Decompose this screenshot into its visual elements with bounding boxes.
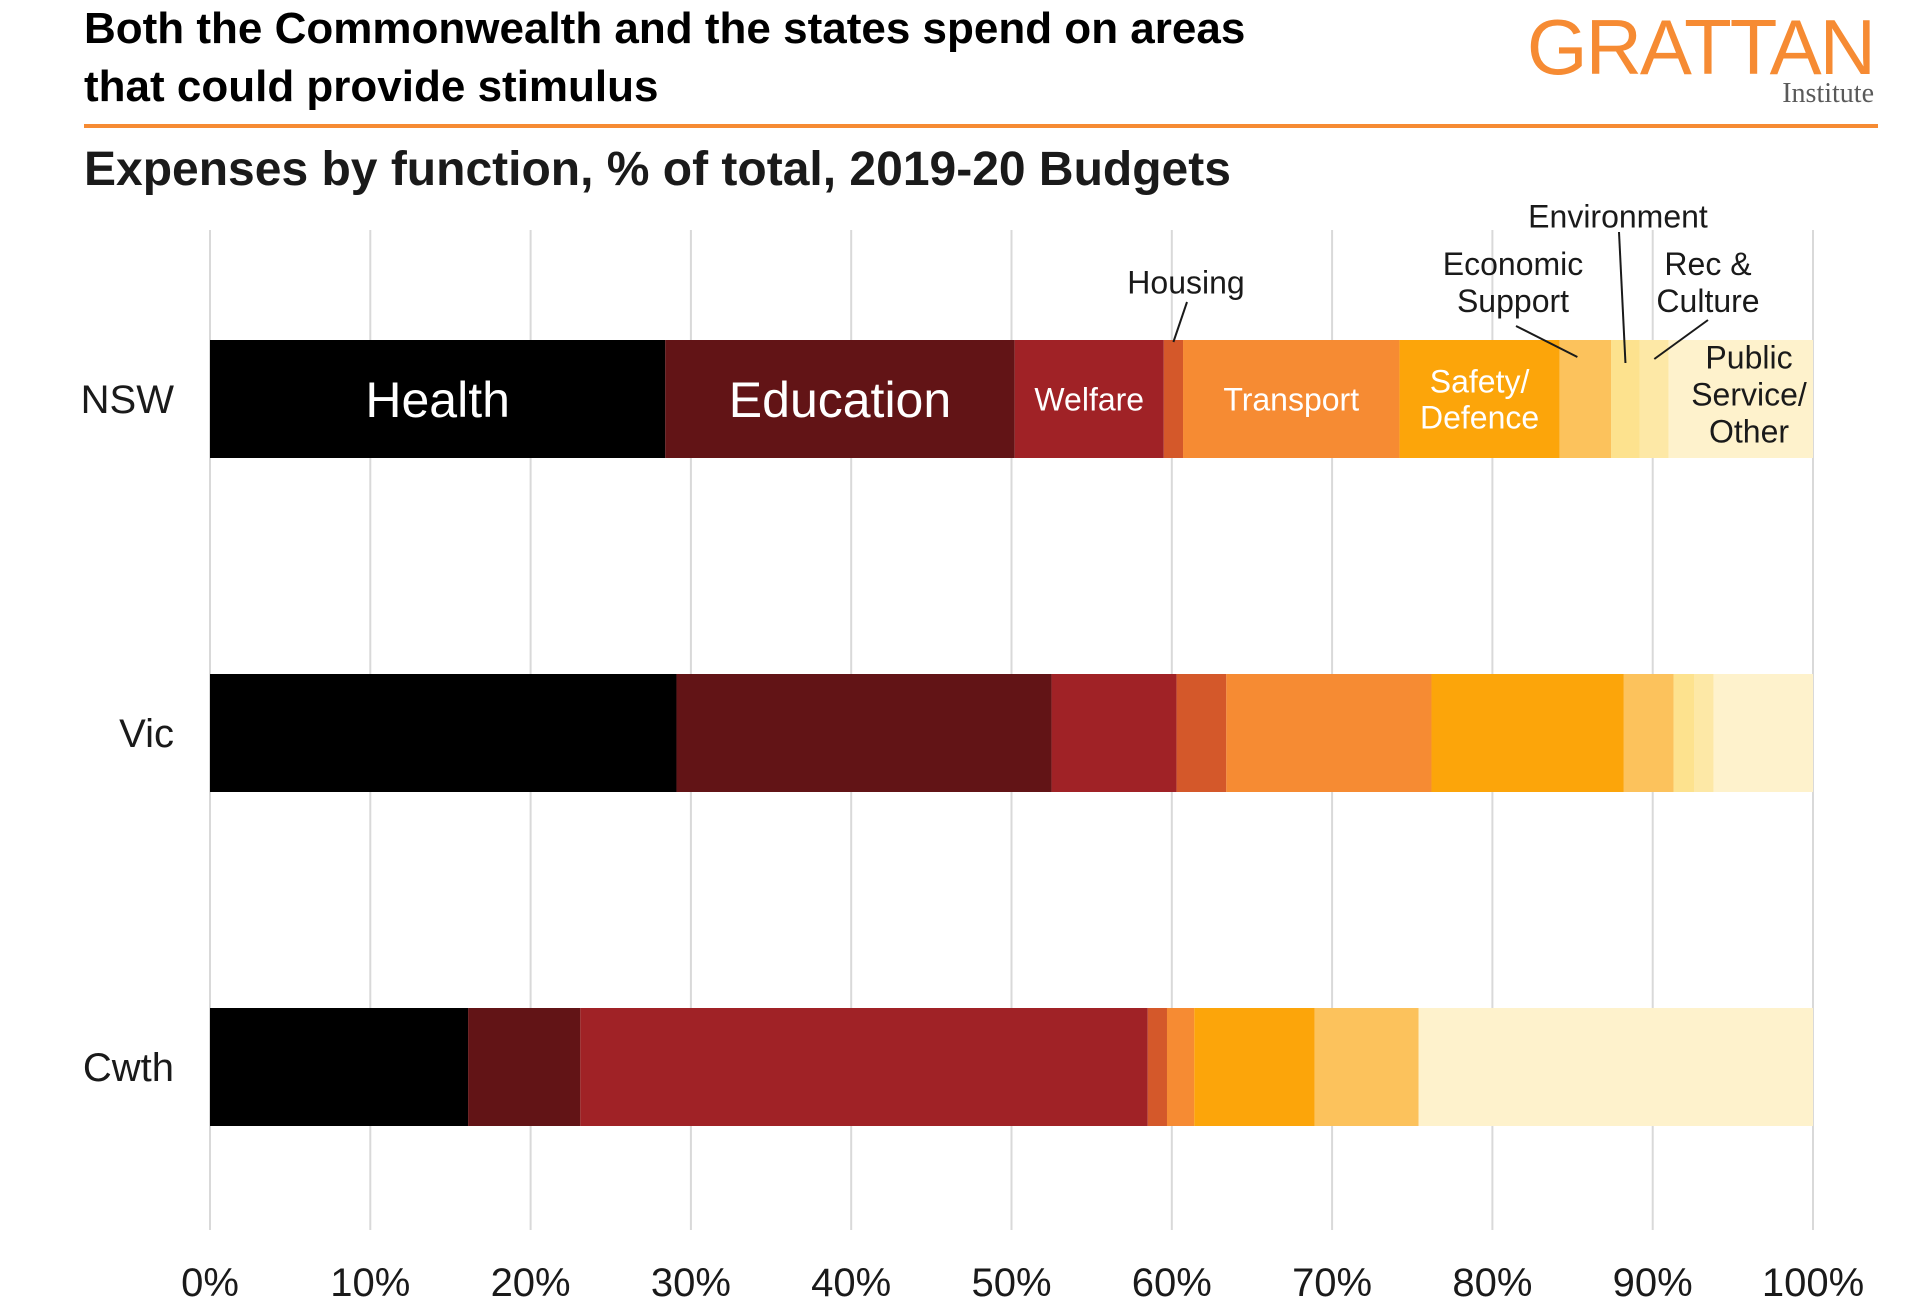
- x-tick-label: 20%: [491, 1261, 571, 1305]
- bar-vic-transport: [1226, 674, 1432, 792]
- header-divider: [84, 124, 1878, 128]
- grattan-logo: GRATTAN Institute: [1527, 6, 1880, 110]
- bar-nsw-health: [210, 340, 666, 458]
- x-tick-label: 10%: [330, 1261, 410, 1305]
- callout-label-housing: Housing: [1127, 265, 1244, 301]
- bar-nsw-education: [665, 340, 1015, 458]
- bar-cwth-welfare: [580, 1008, 1148, 1126]
- x-tick-label: 30%: [651, 1261, 731, 1305]
- bar-nsw-transport: [1183, 340, 1400, 458]
- bar-cwth-public-service-other: [1418, 1008, 1813, 1126]
- bar-nsw-welfare: [1014, 340, 1164, 458]
- bar-vic-rec-culture: [1694, 674, 1714, 792]
- bar-cwth-transport: [1166, 1008, 1195, 1126]
- bar-nsw-economic-support: [1559, 340, 1612, 458]
- callout-line-rec-culture: [1653, 319, 1709, 360]
- bar-vic-economic-support: [1623, 674, 1674, 792]
- callout-line-housing: [1172, 301, 1188, 343]
- bar-vic-housing: [1176, 674, 1227, 792]
- bar-vic-public-service-other: [1713, 674, 1813, 792]
- callout-label-public-service-other: Public Service/Other: [1691, 340, 1807, 450]
- bar-cwth-housing: [1147, 1008, 1167, 1126]
- bar-nsw-public-service-other: [1668, 340, 1813, 458]
- callout-label-economic-support: Economic Support: [1443, 246, 1584, 319]
- bar-vic-health: [210, 674, 677, 792]
- bar-vic-environment: [1673, 674, 1695, 792]
- bar-label-health: Health: [365, 372, 510, 428]
- x-tick-label: 100%: [1762, 1261, 1864, 1305]
- bar-cwth-safety-defence: [1194, 1008, 1315, 1126]
- x-tick-label: 90%: [1613, 1261, 1693, 1305]
- category-label-vic: Vic: [119, 712, 174, 756]
- bar-label-education: Education: [729, 372, 951, 428]
- bar-label-safety-defence: Safety/Defence: [1420, 364, 1539, 436]
- callout-line-economic-support: [1515, 325, 1578, 358]
- chart-title: Both the Commonwealth and the states spe…: [84, 0, 1484, 116]
- x-tick-label: 40%: [811, 1261, 891, 1305]
- callout-label-rec-culture: Rec & Culture: [1656, 246, 1759, 319]
- callout-line-environment: [1618, 231, 1627, 364]
- bar-vic-education: [676, 674, 1052, 792]
- bar-cwth-education: [468, 1008, 581, 1126]
- x-tick-label: 80%: [1452, 1261, 1532, 1305]
- x-tick-label: 50%: [971, 1261, 1051, 1305]
- bar-vic-safety-defence: [1431, 674, 1624, 792]
- bar-cwth-health: [210, 1008, 469, 1126]
- chart-subtitle: Expenses by function, % of total, 2019-2…: [84, 143, 1231, 196]
- x-tick-label: 70%: [1292, 1261, 1372, 1305]
- bar-vic-welfare: [1051, 674, 1177, 792]
- bar-label-welfare: Welfare: [1034, 382, 1144, 418]
- category-label-cwth: Cwth: [83, 1046, 174, 1090]
- bar-nsw-rec-culture: [1639, 340, 1669, 458]
- bar-cwth-economic-support: [1314, 1008, 1419, 1126]
- callout-label-environment: Environment: [1528, 199, 1708, 235]
- bar-label-transport: Transport: [1223, 382, 1359, 418]
- x-tick-label: 0%: [181, 1261, 239, 1305]
- bar-nsw-housing: [1163, 340, 1184, 458]
- category-label-nsw: NSW: [81, 378, 175, 422]
- chart-title-line-2: that could provide stimulus: [84, 62, 659, 111]
- chart-title-line-1: Both the Commonwealth and the states spe…: [84, 4, 1246, 53]
- bar-nsw-safety-defence: [1399, 340, 1560, 458]
- x-tick-label: 60%: [1132, 1261, 1212, 1305]
- logo-subtitle: Institute: [1782, 78, 1874, 109]
- logo-wordmark: GRATTAN: [1526, 3, 1876, 91]
